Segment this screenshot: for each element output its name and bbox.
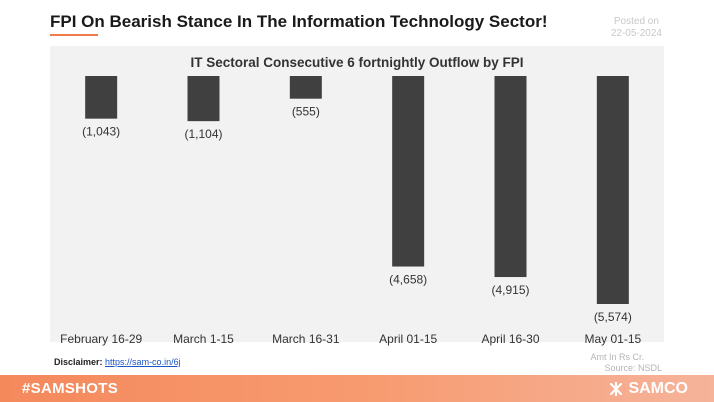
bottom-banner: #SAMSHOTS SAMCO: [0, 375, 714, 402]
bar: [289, 76, 322, 99]
disclaimer-link[interactable]: https://sam-co.in/6j: [105, 357, 181, 367]
category-label: April 01-15: [379, 332, 437, 346]
value-labels-group: (1,043) (1,104) (555) (4,658) (4,915) (5,574): [82, 105, 632, 324]
value-label: (5,574): [594, 310, 632, 324]
category-label: March 16-31: [272, 332, 340, 346]
brand-logo: SAMCO: [609, 380, 688, 398]
bar-chart: IT Sectoral Consecutive 6 fortnightly Ou…: [50, 46, 664, 346]
category-labels-group: February 16-29 March 1-15 March 16-31 April…: [60, 332, 641, 346]
value-label: (4,915): [491, 283, 529, 297]
chart-title: IT Sectoral Consecutive 6 fortnightly Ou…: [190, 55, 523, 70]
disclaimer-label: Disclaimer:: [54, 357, 103, 367]
plot-background: [50, 46, 664, 342]
brand-name: SAMCO: [628, 380, 688, 397]
source-note: Source: NSDL: [604, 363, 662, 373]
value-label: (1,043): [82, 125, 120, 139]
bar: [392, 76, 425, 267]
title-underline: [50, 34, 98, 36]
category-label: February 16-29: [60, 332, 142, 346]
category-label: April 16-30: [481, 332, 539, 346]
bar: [187, 76, 220, 122]
bar: [596, 76, 629, 304]
page-title: FPI On Bearish Stance In The Information…: [50, 12, 548, 31]
disclaimer: Disclaimer: https://sam-co.in/6j: [54, 357, 181, 367]
bar: [85, 76, 118, 119]
value-label: (4,658): [389, 273, 427, 287]
chart-area: IT Sectoral Consecutive 6 fortnightly Ou…: [50, 46, 664, 352]
posted-label: Posted on: [613, 16, 659, 27]
bar: [494, 76, 527, 278]
bars-group: [85, 76, 629, 304]
posted-info: Posted on 22-05-2024: [611, 16, 662, 40]
category-label: May 01-15: [584, 332, 641, 346]
value-label: (1,104): [184, 127, 222, 141]
amount-unit-note: Amt In Rs Cr.: [590, 352, 644, 362]
category-label: March 1-15: [173, 332, 234, 346]
hashtag-label: #SAMSHOTS: [22, 380, 119, 397]
samco-logo-icon: [610, 382, 623, 396]
value-label: (555): [292, 105, 320, 119]
posted-date: 22-05-2024: [610, 28, 662, 39]
